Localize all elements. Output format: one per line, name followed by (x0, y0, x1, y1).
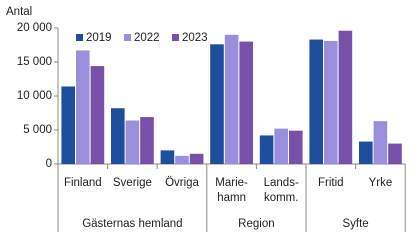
y-tick-label: 10 000 (17, 90, 52, 102)
bar (76, 50, 90, 164)
bar (289, 130, 303, 164)
y-tick-label: 15 000 (17, 56, 52, 68)
x-tick-label: Lands-komm. (264, 177, 299, 204)
x-tick-label-line: komm. (264, 192, 299, 204)
x-tick-label: Marie-hamn (215, 177, 248, 204)
legend-label: 2022 (134, 32, 160, 44)
bar (61, 86, 75, 164)
bar (239, 41, 253, 164)
legend-label: 2023 (182, 32, 208, 44)
bar (175, 155, 189, 164)
group-label: Syfte (342, 218, 368, 230)
bar (309, 39, 323, 165)
bar (359, 141, 373, 164)
legend-swatch (172, 34, 179, 41)
bar (324, 40, 338, 164)
bar (338, 30, 353, 164)
bar (140, 117, 154, 164)
group-label: Region (238, 218, 274, 230)
bar (125, 120, 140, 164)
bar (111, 108, 125, 164)
legend-label: 2019 (86, 32, 112, 44)
legend-swatch (124, 34, 131, 41)
x-tick-label: Yrke (369, 177, 393, 189)
bar (259, 135, 274, 164)
x-tick-label: Fritid (318, 177, 344, 189)
y-tick-label: 5 000 (23, 124, 52, 136)
y-tick-label: 0 (46, 158, 52, 170)
bar (160, 150, 175, 164)
y-axis-label: Antal (6, 6, 32, 18)
bar (90, 66, 105, 164)
bar (388, 143, 402, 164)
bar (224, 34, 239, 164)
y-tick-label: 20 000 (17, 22, 52, 34)
legend-swatch (76, 34, 83, 41)
group-label: Gästernas hemland (82, 218, 182, 230)
x-tick-label-line: hamn (217, 192, 246, 204)
x-tick-label: Sverige (113, 177, 152, 189)
x-tick-label: Övriga (165, 177, 199, 189)
bar (189, 153, 204, 164)
bar (210, 44, 224, 164)
x-tick-label-line: Marie- (215, 177, 248, 189)
bar (373, 121, 388, 164)
bar (274, 128, 288, 164)
x-tick-label-line: Lands- (264, 177, 299, 189)
x-tick-label: Finland (64, 177, 102, 189)
